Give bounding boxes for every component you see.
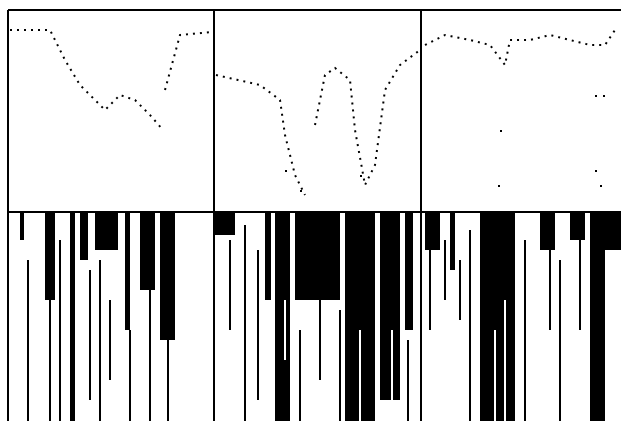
black-band (140, 212, 155, 290)
black-band (590, 212, 605, 421)
black-band (125, 212, 130, 330)
dot (500, 130, 502, 132)
dot (600, 185, 602, 187)
dot (285, 170, 287, 172)
black-band (95, 212, 118, 250)
black-band (605, 212, 621, 250)
black-band (480, 212, 515, 421)
black-band (275, 212, 290, 421)
black-band (80, 212, 88, 260)
dot (360, 175, 362, 177)
black-band (45, 212, 55, 300)
black-band (540, 212, 555, 250)
dot (595, 170, 597, 172)
black-band (570, 212, 585, 240)
black-band (295, 212, 340, 300)
dot (300, 190, 302, 192)
black-band (405, 212, 413, 330)
black-band (380, 212, 400, 400)
dot (498, 185, 500, 187)
black-band (20, 212, 24, 240)
dot (595, 95, 597, 97)
black-band (450, 212, 455, 270)
dot (603, 95, 605, 97)
black-band (425, 212, 440, 250)
black-band (160, 212, 175, 340)
black-band (214, 212, 235, 235)
black-band (70, 212, 75, 421)
black-band (265, 212, 271, 300)
